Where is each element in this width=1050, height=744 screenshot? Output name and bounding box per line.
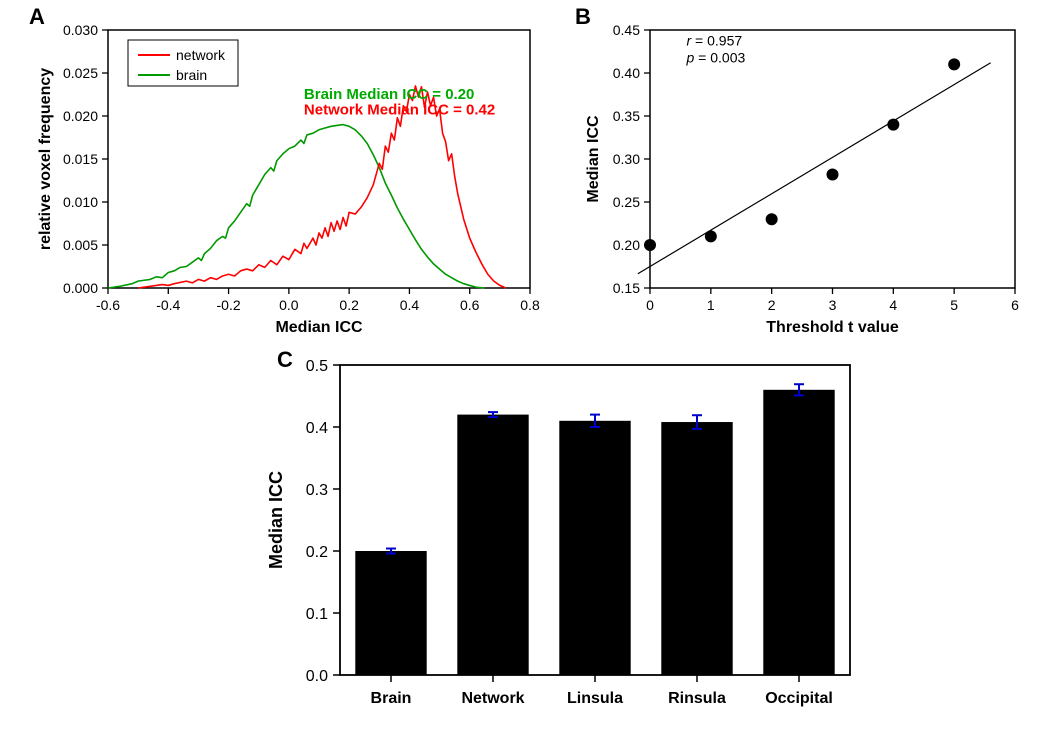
svg-text:0.000: 0.000: [63, 280, 98, 296]
svg-text:3: 3: [829, 297, 837, 313]
svg-text:0.030: 0.030: [63, 22, 98, 38]
panel-a-chart: -0.6 -0.4 -0.2 0.0 0.2 0.4 0.6 0.8 0.000 0.005 0.0…: [30, 10, 560, 340]
svg-text:2: 2: [768, 297, 776, 313]
svg-text:Brain: Brain: [371, 690, 412, 707]
svg-text:relative voxel frequency: relative voxel frequency: [37, 68, 54, 250]
svg-text:0.1: 0.1: [306, 606, 328, 623]
svg-text:network: network: [176, 47, 226, 63]
svg-text:-0.2: -0.2: [217, 297, 241, 313]
svg-text:0.005: 0.005: [63, 237, 98, 253]
svg-text:Median ICC: Median ICC: [275, 319, 363, 336]
svg-text:0.25: 0.25: [613, 194, 640, 210]
svg-text:Linsula: Linsula: [567, 690, 623, 707]
svg-text:Rinsula: Rinsula: [668, 690, 726, 707]
svg-text:5: 5: [950, 297, 958, 313]
svg-text:0.8: 0.8: [520, 297, 540, 313]
svg-text:0.15: 0.15: [613, 280, 640, 296]
figure-root: A B C -0.6-0.4-0.20.00.20.40.60.80.0000.…: [0, 0, 1050, 744]
svg-text:Median ICC: Median ICC: [266, 471, 286, 569]
svg-text:-0.6: -0.6: [96, 297, 120, 313]
svg-text:0.0: 0.0: [306, 668, 328, 685]
svg-text:p = 0.003: p = 0.003: [686, 50, 746, 66]
panel-b-chart: 0 1 2 3 4 5 6 0.15 0.20 0.25 0.30 0.35 0.40 0.45 Thres…: [575, 10, 1035, 340]
svg-text:0.020: 0.020: [63, 108, 98, 124]
svg-text:Brain Median ICC = 0.20: Brain Median ICC = 0.20: [304, 86, 474, 103]
svg-text:Network Median ICC = 0.42: Network Median ICC = 0.42: [304, 101, 495, 118]
svg-text:0.5: 0.5: [306, 358, 328, 375]
svg-text:0.20: 0.20: [613, 237, 640, 253]
svg-text:4: 4: [889, 297, 897, 313]
svg-text:Occipital: Occipital: [765, 690, 833, 707]
svg-text:0.4: 0.4: [400, 297, 420, 313]
svg-text:0: 0: [646, 297, 654, 313]
svg-text:0.2: 0.2: [306, 544, 328, 561]
svg-text:0.40: 0.40: [613, 65, 640, 81]
panel-c-chart: 0.0 0.1 0.2 0.3 0.4 0.5 Median ICC Brain Network…: [250, 355, 870, 735]
svg-text:Median ICC: Median ICC: [585, 115, 602, 203]
svg-text:Threshold t value: Threshold t value: [766, 319, 899, 336]
svg-text:-0.4: -0.4: [156, 297, 180, 313]
svg-text:0.3: 0.3: [306, 482, 328, 499]
svg-text:6: 6: [1011, 297, 1019, 313]
svg-text:0.6: 0.6: [460, 297, 480, 313]
svg-text:1: 1: [707, 297, 715, 313]
svg-text:0.010: 0.010: [63, 194, 98, 210]
svg-text:0.35: 0.35: [613, 108, 640, 124]
svg-text:0.025: 0.025: [63, 65, 98, 81]
svg-text:0.0: 0.0: [279, 297, 299, 313]
svg-text:0.015: 0.015: [63, 151, 98, 167]
svg-text:0.4: 0.4: [306, 420, 328, 437]
svg-text:brain: brain: [176, 67, 207, 83]
svg-text:Network: Network: [461, 690, 524, 707]
svg-text:0.45: 0.45: [613, 22, 640, 38]
svg-text:r = 0.957: r = 0.957: [687, 32, 743, 48]
svg-text:0.2: 0.2: [339, 297, 359, 313]
svg-text:0.30: 0.30: [613, 151, 640, 167]
